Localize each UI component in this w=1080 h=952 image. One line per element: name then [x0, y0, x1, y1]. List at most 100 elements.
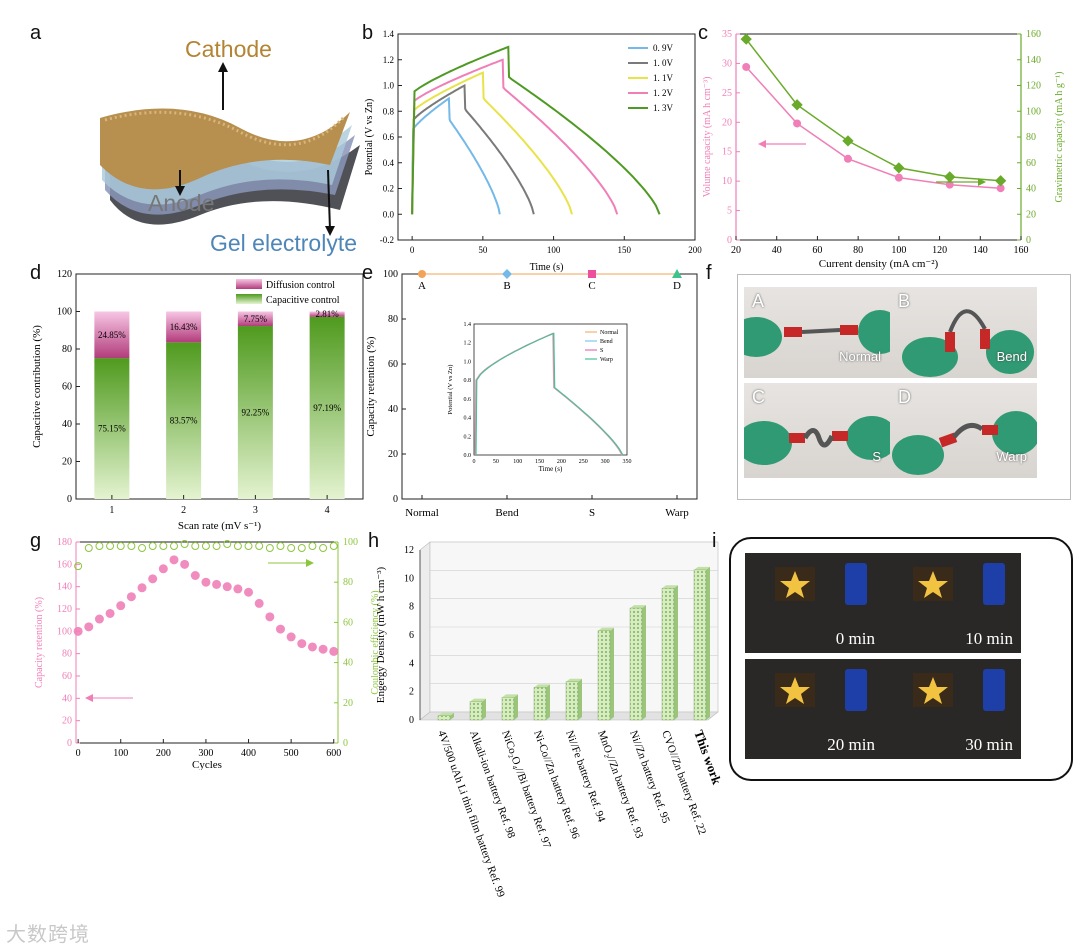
led-photo-20min: 20 min: [745, 659, 883, 759]
capacity-point: [137, 583, 147, 593]
x-tick-label: 20: [731, 245, 741, 256]
data-point-gravimetric: [893, 162, 905, 174]
bar-top: [438, 712, 454, 716]
inset-y-tick-label: 0.0: [464, 453, 472, 459]
y-left-tick-label: 180: [57, 537, 72, 548]
cathode-texture: [104, 110, 347, 147]
inset-y-tick-label: 1.4: [464, 322, 472, 328]
panel-label-h: h: [368, 530, 380, 552]
y-tick-label: 0.4: [383, 158, 395, 168]
capacity-point: [94, 614, 104, 624]
x-axis-label: Scan rate (mV s⁻¹): [178, 520, 261, 532]
inset-y-tick-label: 0.6: [464, 397, 472, 403]
bar-top: [630, 605, 646, 609]
bar-diffusion-4: [309, 311, 345, 317]
bar-2: [501, 697, 515, 721]
capacity-point: [158, 564, 168, 574]
x-axis-label: Time (s): [530, 262, 564, 273]
capacity-point: [318, 644, 328, 654]
inset-x-tick-label: 0: [473, 459, 476, 465]
x-tick-label: 60: [812, 245, 822, 256]
series-line-1: [411, 83, 535, 215]
x-tick-label: 0: [76, 748, 81, 759]
y-right-tick-label: 160: [1026, 29, 1041, 40]
efficiency-point: [329, 542, 338, 551]
data-label-diffusion: 7.75%: [244, 314, 268, 324]
bar-top: [502, 694, 518, 698]
capacity-point: [244, 587, 254, 597]
x-tick-label: 4V/500 uAh Li thin film battery Ref. 99: [435, 729, 507, 900]
capacity-point: [275, 624, 285, 634]
photo-normal: A Normal: [744, 287, 891, 378]
y-left-tick-label: 100: [57, 626, 72, 637]
y-right-tick-label: 0: [343, 738, 348, 749]
data-label-capacitive: 83.57%: [170, 416, 198, 426]
x-tick-label: 160: [1014, 245, 1029, 256]
gel-electrolyte-label: Gel electrolyte: [210, 230, 358, 256]
y-tick-label: 4: [409, 658, 414, 669]
legend-label-4: 1. 3V: [653, 103, 674, 113]
capacity-point: [180, 559, 190, 569]
efficiency-point: [233, 542, 242, 551]
bar-8: [693, 569, 707, 721]
bar-top: [598, 627, 614, 631]
bar-top: [694, 566, 710, 570]
inset-legend-label: Bend: [600, 339, 613, 345]
data-point-gravimetric: [994, 175, 1007, 187]
plot-frame: [397, 33, 696, 241]
panel-label-b: b: [362, 22, 374, 44]
legend-label-0: 0. 9V: [653, 43, 674, 53]
data-point-gravimetric: [944, 171, 956, 183]
efficiency-point: [191, 542, 200, 551]
y-left-tick-label: 30: [722, 58, 732, 69]
y-right-tick-label: 120: [1026, 81, 1041, 92]
y-left-tick-label: 20: [62, 716, 72, 727]
x-tick-label: 80: [853, 245, 863, 256]
capacity-point: [116, 601, 126, 611]
y-right-tick-label: 100: [343, 537, 358, 548]
bar-side: [578, 678, 582, 720]
star-icon: [918, 571, 948, 598]
panel-label-i: i: [712, 530, 717, 552]
star-icon: [780, 677, 810, 704]
efficiency-point: [95, 542, 104, 551]
x-tick-label: 0: [410, 245, 415, 255]
y-left-tick-label: 0: [67, 738, 72, 749]
efficiency-point: [255, 542, 264, 551]
data-point-gravimetric: [842, 135, 854, 147]
y-right-tick-label: 60: [1026, 158, 1036, 169]
series-line-2: [411, 71, 573, 215]
inset-series-Warp: [475, 332, 624, 456]
bar-top: [534, 684, 550, 688]
led-photo-30min: 30 min: [883, 659, 1021, 759]
data-point-volume: [894, 173, 903, 182]
y-left-axis-label: Capacity retention (%): [34, 597, 45, 688]
bar-capacitive-3: [237, 326, 273, 499]
y-tick-label: 40: [388, 404, 398, 415]
efficiency-point: [308, 542, 317, 551]
x-tick-label: 120: [932, 245, 947, 256]
bar-capacitive-2: [166, 342, 202, 499]
x-tick-label: 40: [772, 245, 782, 256]
y-axis-label: Engergy Density (mW h cm⁻³): [375, 566, 387, 703]
data-label-capacitive: 92.25%: [242, 408, 270, 418]
bar-side: [642, 605, 646, 720]
y-tick-label: -0.2: [380, 235, 394, 245]
data-label-capacitive: 97.19%: [313, 403, 341, 413]
bar-side: [482, 698, 486, 720]
series-line-3: [411, 58, 619, 215]
capacity-point: [254, 598, 264, 608]
y-tick-label: 40: [62, 419, 72, 430]
inset-legend-label: Normal: [600, 330, 619, 336]
y-tick-label: 0: [409, 715, 414, 726]
y-left-tick-label: 140: [57, 582, 72, 593]
y-tick-label: 1.4: [383, 29, 395, 39]
inset-y-axis-label: Potential (V vs Zn): [447, 365, 454, 415]
bar-side: [674, 585, 678, 720]
y-left-tick-label: 120: [57, 604, 72, 615]
bar-1: [469, 701, 483, 721]
efficiency-point: [212, 542, 221, 551]
point-label-C: C: [588, 280, 595, 292]
panel-label-a: a: [30, 22, 42, 44]
y-left-tick-label: 5: [727, 206, 732, 217]
